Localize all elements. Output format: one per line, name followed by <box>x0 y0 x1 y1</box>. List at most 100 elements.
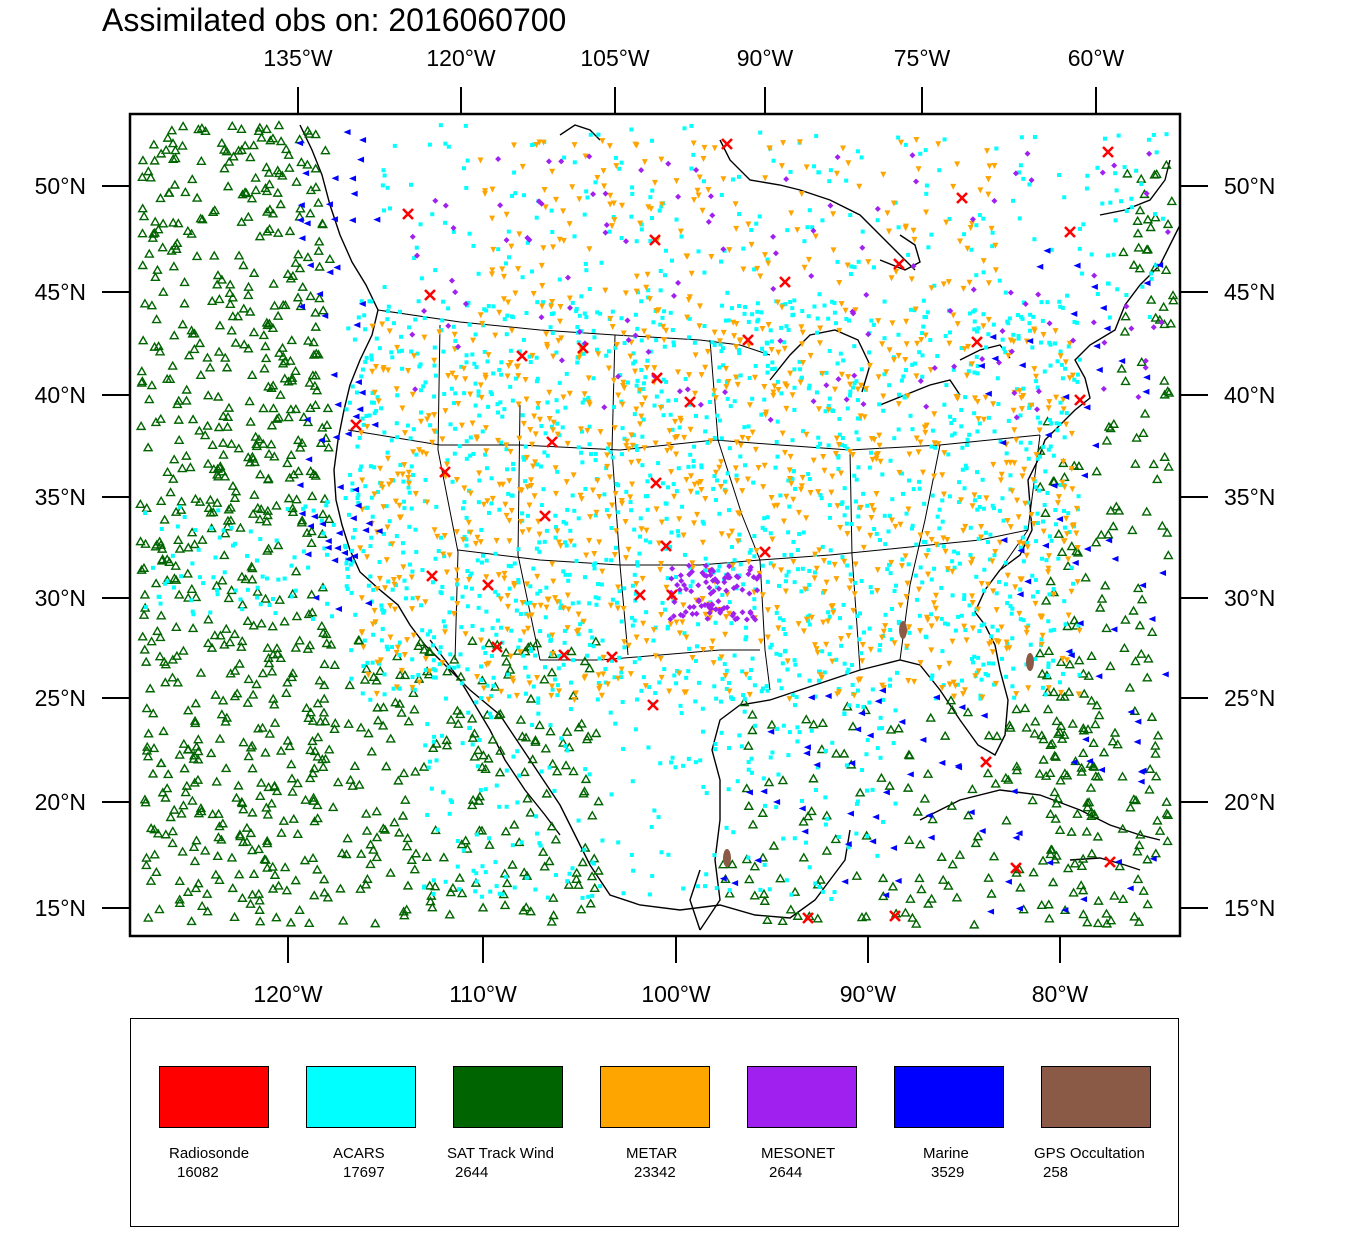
acars-marker <box>910 362 915 367</box>
metar-marker <box>836 279 843 286</box>
acars-marker <box>502 317 507 322</box>
acars-marker <box>853 580 858 585</box>
acars-marker <box>995 376 1000 381</box>
sat-track-wind-marker <box>177 846 188 856</box>
sat-track-wind-marker <box>304 773 316 783</box>
acars-marker <box>1052 627 1057 632</box>
sat-track-wind-marker <box>402 880 414 890</box>
acars-marker <box>956 500 961 505</box>
metar-marker <box>677 228 684 235</box>
metar-marker <box>499 266 506 273</box>
metar-marker <box>658 612 665 619</box>
acars-marker <box>593 595 598 600</box>
sat-track-wind-marker <box>305 466 316 476</box>
sat-track-wind-marker <box>455 671 467 681</box>
sat-track-wind-marker <box>252 502 263 512</box>
mesonet-marker <box>715 585 722 592</box>
sat-track-wind-marker <box>247 689 259 699</box>
acars-marker <box>962 232 967 237</box>
metar-marker <box>903 341 910 348</box>
sat-track-wind-marker <box>970 837 982 848</box>
mesonet-marker <box>675 193 682 200</box>
legend-name-radiosonde: Radiosonde <box>169 1145 250 1162</box>
sat-track-wind-marker <box>1096 529 1107 539</box>
sat-track-wind-marker <box>258 403 269 413</box>
metar-marker <box>396 514 403 521</box>
sat-track-wind-marker <box>487 734 499 744</box>
mesonet-marker <box>1150 324 1157 331</box>
top-lon-label: 90°W <box>737 45 794 71</box>
acars-marker <box>535 591 540 596</box>
sat-track-wind-marker <box>568 766 579 776</box>
acars-marker <box>912 308 917 313</box>
map-title: Assimilated obs on: 2016060700 <box>102 2 567 38</box>
sat-track-wind-marker <box>223 593 234 603</box>
acars-marker <box>491 683 496 688</box>
acars-marker <box>840 500 845 505</box>
metar-marker <box>831 386 838 393</box>
sat-track-wind-marker <box>253 723 264 733</box>
metar-marker <box>627 353 634 360</box>
acars-marker <box>749 227 754 232</box>
acars-marker <box>480 864 485 869</box>
metar-marker <box>618 498 625 505</box>
sat-track-wind-marker <box>139 589 151 599</box>
sat-track-wind-marker <box>207 809 218 819</box>
sat-track-wind-marker <box>390 697 401 707</box>
sat-track-wind-marker <box>285 917 297 927</box>
sat-track-wind-marker <box>1150 848 1162 858</box>
sat-track-wind-marker <box>1083 670 1094 680</box>
marine-marker <box>958 704 966 711</box>
acars-marker <box>587 772 592 777</box>
acars-marker <box>861 630 866 635</box>
sat-track-wind-marker <box>1056 733 1068 743</box>
acars-marker <box>829 897 834 902</box>
metar-marker <box>587 514 594 521</box>
acars-marker <box>360 367 365 372</box>
metar-marker <box>526 680 533 687</box>
acars-marker <box>466 300 471 305</box>
acars-marker <box>688 452 693 457</box>
sat-track-wind-marker <box>1077 885 1089 895</box>
sat-track-wind-marker <box>585 898 596 908</box>
acars-marker <box>746 319 751 324</box>
sat-track-wind-marker <box>176 808 187 818</box>
radiosonde-marker <box>546 436 558 448</box>
acars-marker <box>1069 565 1074 570</box>
acars-marker <box>1151 132 1156 137</box>
sat-track-wind-marker <box>393 827 405 837</box>
metar-marker <box>989 649 996 656</box>
sat-track-wind-marker <box>1082 724 1094 734</box>
metar-marker <box>925 571 932 578</box>
sat-track-wind-marker <box>241 822 253 832</box>
acars-marker <box>364 413 369 418</box>
acars-marker <box>446 306 451 311</box>
sat-track-wind-marker <box>187 795 198 805</box>
sat-track-wind-marker <box>1004 720 1015 730</box>
acars-marker <box>956 614 961 619</box>
acars-marker <box>893 708 898 713</box>
acars-marker <box>471 868 476 873</box>
acars-marker <box>1060 671 1065 676</box>
acars-marker <box>377 559 382 564</box>
acars-marker <box>432 394 437 399</box>
sat-track-wind-marker <box>233 250 245 260</box>
acars-marker <box>781 627 786 632</box>
acars-marker <box>631 868 636 873</box>
acars-marker <box>838 616 843 621</box>
metar-marker <box>807 489 814 496</box>
sat-track-wind-marker <box>154 651 166 661</box>
legend-swatch-gps-occultation <box>1041 1066 1151 1128</box>
acars-marker <box>882 336 887 341</box>
sat-track-wind-marker <box>1105 915 1117 925</box>
sat-track-wind-marker <box>262 809 274 819</box>
acars-marker <box>792 836 797 841</box>
radiosonde-marker <box>1064 226 1076 238</box>
acars-marker <box>792 367 797 372</box>
sat-track-wind-marker <box>208 464 220 474</box>
metar-marker <box>660 323 667 330</box>
sat-track-wind-marker <box>983 730 995 740</box>
sat-track-wind-marker <box>1047 877 1059 887</box>
acars-marker <box>737 733 742 738</box>
metar-marker <box>374 585 381 592</box>
